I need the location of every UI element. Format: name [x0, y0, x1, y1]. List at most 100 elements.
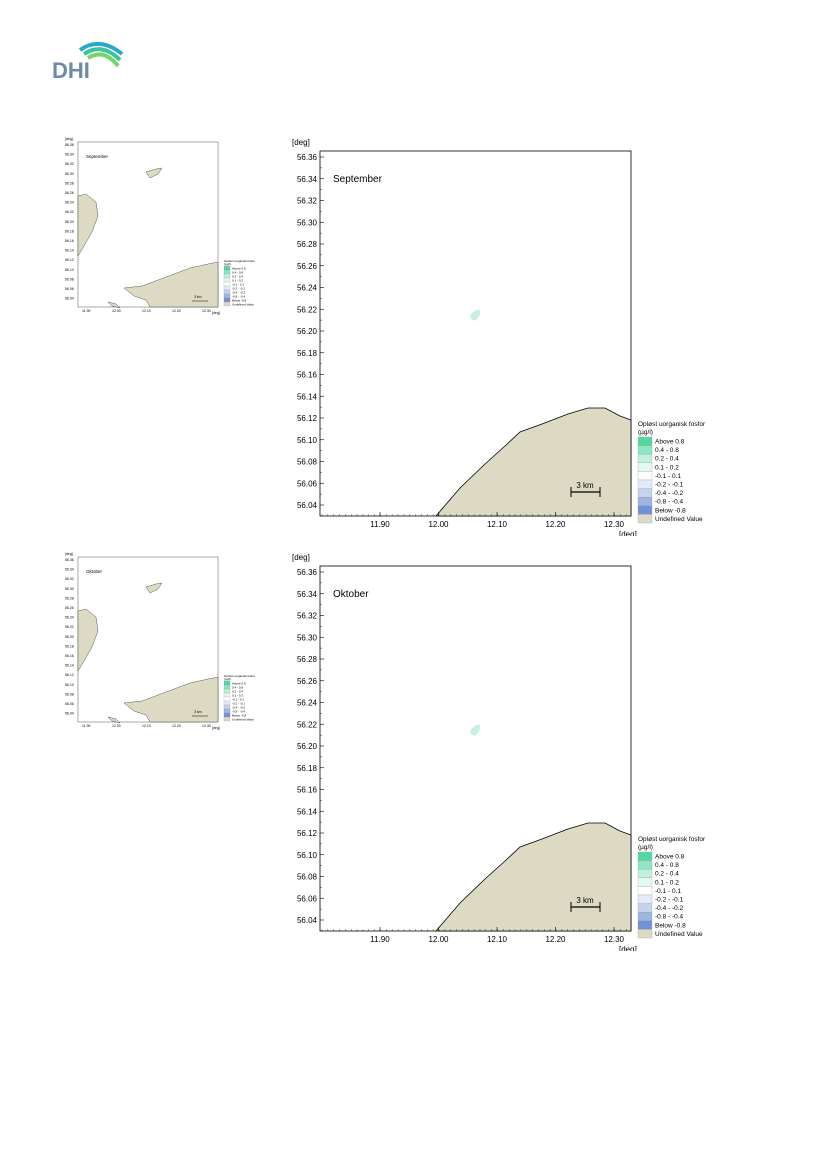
legend-label: 0.4 - 0.8 [655, 447, 679, 454]
y-tick-label: 56.08 [297, 458, 318, 467]
overview-y-unit: [deg] [65, 552, 73, 556]
overview-legend-unit: (µg/l) [224, 262, 231, 266]
overview-y-unit: [deg] [65, 137, 73, 141]
overview-x-unit: [deg] [212, 311, 220, 315]
legend-swatch [637, 514, 653, 524]
legend-swatch [637, 869, 653, 878]
x-tick-label: 12.10 [487, 520, 508, 529]
legend-swatch [637, 505, 653, 515]
overview-x-unit: [deg] [212, 726, 220, 730]
overview-island-north [145, 582, 163, 594]
y-tick-label: 56.18 [297, 764, 318, 773]
overview-y-tick-label: 56.32 [65, 577, 74, 581]
y-tick-label: 56.10 [297, 851, 318, 860]
overview-y-tick-label: 56.30 [65, 587, 74, 591]
overview-y-tick-label: 56.36 [65, 558, 74, 562]
overview-legend-swatch [223, 680, 231, 686]
y-tick-label: 56.28 [297, 240, 318, 249]
scale-bar-label: 3 km [576, 896, 594, 905]
overview-y-tick-label: 56.22 [65, 625, 74, 629]
y-tick-label: 56.34 [297, 590, 318, 599]
legend-swatch [637, 877, 653, 887]
x-tick-label: 12.30 [604, 520, 625, 529]
map-month-title: Oktober [333, 589, 369, 600]
legend-label: -0.1 - 0.1 [655, 473, 681, 480]
overview-y-tick-label: 56.20 [65, 220, 74, 224]
overview-x-tick-label: 11.90 [82, 309, 91, 313]
overview-legend-swatch [223, 688, 231, 694]
legend-swatch [637, 886, 653, 896]
overview-y-tick-label: 56.04 [65, 712, 74, 716]
overview-y-tick-label: 56.24 [65, 616, 74, 620]
legend-label: Below -0.8 [655, 922, 686, 929]
y-tick-label: 56.30 [297, 633, 318, 642]
overview-legend-swatch [223, 293, 231, 299]
legend-label: 0.2 - 0.4 [655, 871, 679, 878]
legend-label: Below -0.8 [655, 507, 686, 514]
y-tick-label: 56.28 [297, 655, 318, 664]
overview-legend-swatch [223, 301, 231, 307]
overview-x-tick-label: 12.10 [142, 724, 151, 728]
overview-legend-label: 0.4 - 0.8 [232, 686, 243, 690]
map-month-title: September [333, 174, 383, 185]
overview-y-tick-label: 56.26 [65, 606, 74, 610]
legend-swatch [637, 445, 653, 455]
legend-swatch [637, 497, 653, 506]
y-tick-label: 56.30 [297, 218, 318, 227]
y-tick-label: 56.12 [297, 414, 318, 423]
overview-land-south [123, 261, 219, 308]
overview-y-tick-label: 56.36 [65, 143, 74, 147]
legend-label: 0.1 - 0.2 [655, 879, 679, 886]
map-panel-oktober: Oktober [deg] [deg] 3 km Above 0.8 0.4 - 0.8 0… [62, 551, 712, 951]
overview-legend-swatch [223, 692, 231, 698]
legend-swatch [637, 929, 653, 939]
overview-y-tick-label: 56.34 [65, 153, 74, 157]
overview-island-north [145, 167, 163, 179]
overview-x-tick-label: 11.90 [82, 724, 91, 728]
overview-land-south [123, 676, 219, 723]
overview-legend-swatch [223, 297, 231, 303]
legend-swatch [637, 454, 653, 463]
overview-scale-bar-label: 3 km [194, 710, 202, 714]
legend-label: -0.2 - -0.1 [655, 897, 684, 904]
overview-legend-swatch [223, 716, 231, 722]
y-tick-label: 56.36 [297, 568, 318, 577]
overview-legend-label: 0.2 - 0.4 [232, 275, 243, 279]
overview-month-label: Oktober [86, 569, 103, 574]
overview-legend-label: Below -0.8 [232, 714, 247, 718]
overview-legend-swatch [223, 684, 231, 690]
overview-month-label: September [86, 154, 109, 159]
overview-legend-label: -0.4 - -0.2 [232, 291, 245, 295]
overview-x-tick-label: 12.20 [172, 309, 181, 313]
y-tick-label: 56.32 [297, 612, 318, 621]
legend-label: -0.4 - -0.2 [655, 490, 684, 497]
legend-swatch [637, 894, 653, 904]
legend-label: -0.4 - -0.2 [655, 905, 684, 912]
overview-y-tick-label: 56.08 [65, 277, 74, 281]
main-map: September 56.36 56.34 56.32 56.30 56.28 56.26 5… [292, 138, 706, 536]
overview-legend-label: 0.2 - 0.4 [232, 690, 243, 694]
overview-y-tick-label: 56.26 [65, 191, 74, 195]
overview-legend-swatch [223, 700, 231, 706]
y-tick-label: 56.04 [297, 501, 318, 510]
overview-legend-swatch [223, 265, 231, 271]
overview-y-tick-label: 56.18 [65, 644, 74, 648]
overview-legend-swatch [223, 708, 231, 714]
overview-map: September [deg] [deg] 3 km Above 0.80.4 - 0.… [65, 137, 255, 315]
overview-legend-label: 0.1 - 0.2 [232, 694, 243, 698]
x-tick-label: 11.90 [370, 935, 390, 944]
legend-swatch [637, 851, 653, 861]
legend-label: -0.2 - -0.1 [655, 482, 684, 489]
overview-y-tick-label: 56.34 [65, 568, 74, 572]
legend-label: -0.8 - -0.4 [655, 914, 684, 921]
overview-y-tick-label: 56.30 [65, 172, 74, 176]
overview-legend-swatch [223, 289, 231, 295]
y-tick-label: 56.26 [297, 262, 318, 271]
overview-legend-label: 0.4 - 0.8 [232, 271, 243, 275]
concentration-patch [470, 724, 481, 736]
overview-y-tick-label: 56.16 [65, 239, 74, 243]
overview-x-tick-label: 12.10 [142, 309, 151, 313]
legend-swatch [637, 860, 653, 870]
legend-label: -0.8 - -0.4 [655, 499, 684, 506]
y-tick-label: 56.34 [297, 175, 318, 184]
